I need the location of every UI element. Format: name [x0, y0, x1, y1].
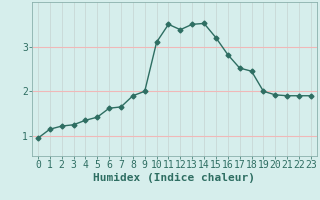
- X-axis label: Humidex (Indice chaleur): Humidex (Indice chaleur): [93, 173, 255, 183]
